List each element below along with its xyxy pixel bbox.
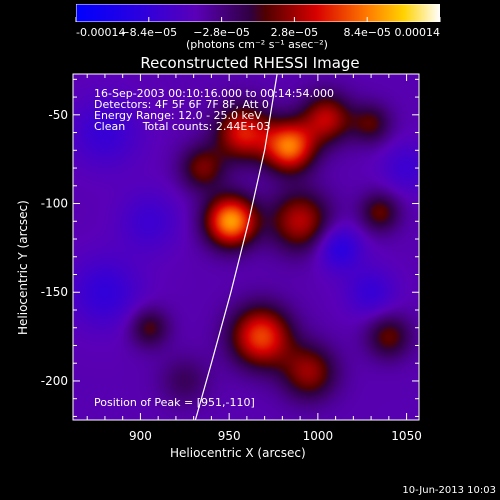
plot-frame xyxy=(72,73,420,421)
annotation-energy: Energy Range: 12.0 - 25.0 keV xyxy=(94,109,262,122)
colorbar-tick-label: −8.4e−05 xyxy=(120,26,177,39)
heatmap-image xyxy=(73,74,419,420)
x-tick-label: 900 xyxy=(129,429,152,443)
footer-date: 10-Jun-2013 10:03 xyxy=(402,485,496,496)
x-axis-label: Heliocentric X (arcsec) xyxy=(170,446,306,460)
colorbar xyxy=(76,4,440,22)
y-tick-label: -50 xyxy=(48,108,68,122)
x-tick-label: 950 xyxy=(218,429,241,443)
colorbar-tick-label: 2.8e−05 xyxy=(271,26,318,39)
annotation-time: 16-Sep-2003 00:10:16.000 to 00:14:54.000 xyxy=(94,87,334,100)
colorbar-tick-label: 0.00014 xyxy=(395,26,441,39)
colorbar-label: (photons cm⁻² s⁻¹ asec⁻²) xyxy=(186,38,328,51)
peak-position-label: Position of Peak = [951,-110] xyxy=(94,396,255,409)
y-tick-label: -200 xyxy=(41,374,68,388)
colorbar-tick-label: -0.00014 xyxy=(76,26,125,39)
x-tick-label: 1000 xyxy=(303,429,334,443)
solar-limb-line xyxy=(194,73,278,421)
y-tick-label: -150 xyxy=(41,285,68,299)
colorbar-tick-label: 8.4e−05 xyxy=(343,26,390,39)
chart-title: Reconstructed RHESSI Image xyxy=(140,54,360,72)
annotation-detectors: Detectors: 4F 5F 6F 7F 8F, Att 0 xyxy=(94,98,269,111)
x-tick-label: 1050 xyxy=(391,429,422,443)
y-tick-label: -100 xyxy=(41,197,68,211)
y-axis-label: Heliocentric Y (arcsec) xyxy=(16,200,30,335)
annotation-counts: Clean Total counts: 2.44E+03 xyxy=(94,120,271,133)
colorbar-tick-label: −2.8e−05 xyxy=(193,26,250,39)
